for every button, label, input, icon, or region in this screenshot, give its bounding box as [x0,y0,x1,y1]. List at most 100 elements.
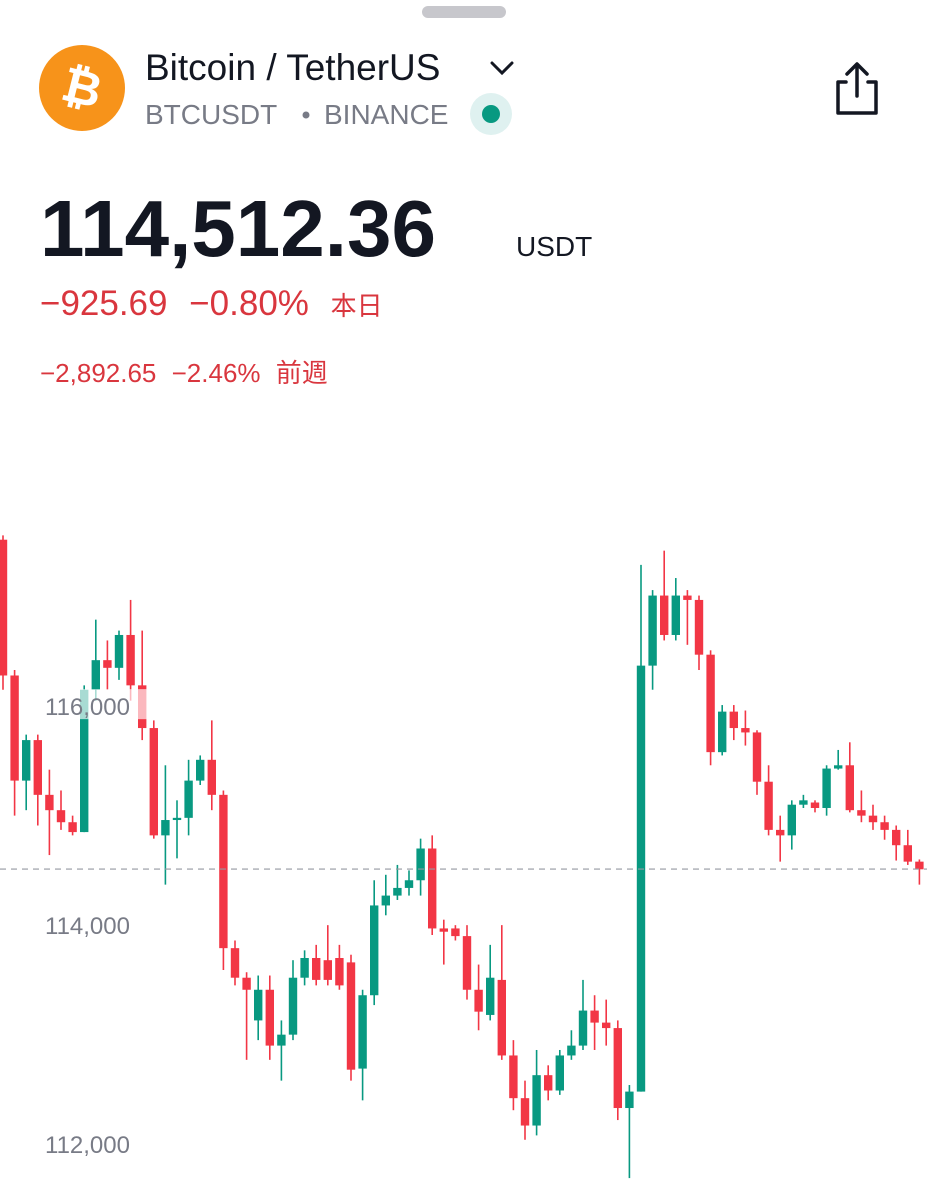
candle-body [660,595,669,635]
candle-body [845,765,854,811]
candle-body [149,728,158,836]
candle-body [323,960,332,980]
candle-body [126,634,135,686]
candle-body [799,800,808,805]
candle-body [683,595,692,600]
y-tick-label: 114,000 [45,913,130,940]
y-tick-backdrop [42,908,152,939]
separator-dot [302,111,310,119]
dropdown-chevron[interactable] [490,61,514,76]
candle-body [497,979,506,1056]
candle-body [346,962,356,1070]
candle-body [752,732,762,782]
candle-body [230,948,240,978]
candle-body [381,895,390,906]
candle-body [810,802,820,808]
candle-body [288,977,298,1035]
candle-body [625,1091,634,1109]
y-tick-backdrop [42,689,152,720]
candle-body [33,740,42,795]
candle-body [741,728,750,733]
candle-body [602,1022,611,1029]
candle-body [56,810,66,823]
ticker: BTCUSDT [145,99,277,130]
coin-logo [39,45,125,131]
candle-body [532,1075,541,1126]
candle-body [590,1010,599,1023]
candle-body [613,1028,622,1109]
share-button[interactable] [836,62,878,115]
exchange: BINANCE [324,99,448,130]
candle-body [718,711,727,753]
candle-body [694,599,704,655]
candle-body [277,1034,286,1046]
candle-body [404,880,414,888]
candle-body [834,765,843,769]
candle-body [45,794,54,811]
candle-body [880,822,889,830]
candle-body [857,810,866,816]
candle-body [219,794,228,949]
candle-body [892,829,901,846]
candle-body [265,989,274,1046]
candle-body [10,675,19,781]
candle-body [915,861,924,870]
candle-body [68,822,77,833]
candle-body [451,928,460,937]
candle-body [486,977,495,1015]
candle-body [114,634,124,668]
candle-body [706,654,715,753]
candle-body [439,928,448,932]
candle-body [729,711,738,729]
candle-body [22,740,31,781]
candle-body [555,1055,564,1091]
candle-body [161,820,170,836]
candle-body [0,539,8,676]
candle-body [370,905,379,996]
y-tick-label: 116,000 [45,694,130,721]
day-change: −925.69 [40,284,168,323]
candle-body [671,595,680,635]
drag-handle[interactable] [422,6,506,18]
candle-body [868,815,878,823]
candle-body [358,995,367,1069]
candle-body [207,759,216,795]
candle-body [91,660,100,690]
candle-body [787,804,796,836]
week-change: −2,892.65 [40,358,156,388]
candle-body [567,1045,576,1056]
candle-body [776,829,785,836]
candle-body [393,887,402,896]
day-change-pct: −0.80% [189,284,309,323]
candle-body [474,989,483,1012]
candle-body [520,1098,530,1126]
y-tick-label: 112,000 [45,1132,130,1159]
candle-body [172,817,182,821]
candle-body [509,1055,518,1099]
day-label: 本日 [331,291,383,321]
candle-body [80,689,89,833]
candle-body [196,759,205,781]
candle-body [462,936,472,990]
week-label: 前週 [276,358,328,388]
candle-body [242,977,251,990]
candle-body [822,768,831,808]
last-price: 114,512.36 [40,184,436,273]
candle-body [544,1075,553,1091]
symbol-title[interactable]: Bitcoin / TetherUS [145,47,440,88]
candle-body [103,660,112,668]
candle-body [416,848,425,881]
week-change-pct: −2.46% [172,358,261,388]
candle-body [903,845,912,862]
candle-body [428,848,437,929]
candle-body [312,958,321,980]
candle-body [335,958,344,986]
candle-body [254,989,263,1021]
candle-body [648,595,657,666]
candle-body [184,780,193,818]
market-status-dot [482,105,500,123]
candle-body [764,781,773,830]
currency: USDT [516,231,592,262]
candle-body [578,1010,588,1046]
